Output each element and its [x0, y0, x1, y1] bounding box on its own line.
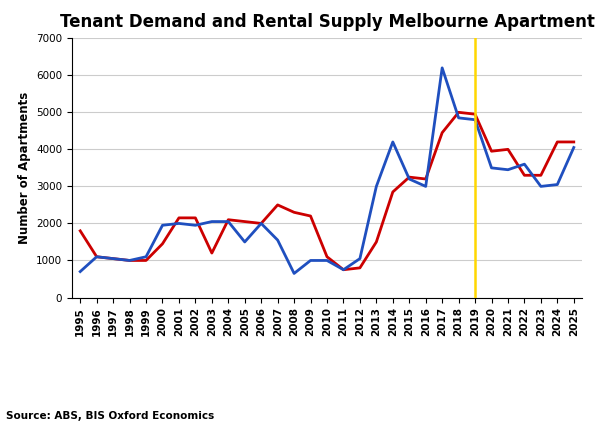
Demand [142, 258, 149, 263]
Supply [208, 219, 215, 224]
Supply [406, 176, 413, 181]
Supply [422, 184, 430, 189]
Supply [307, 258, 314, 263]
Demand [241, 219, 248, 224]
Supply [373, 184, 380, 189]
Demand [505, 147, 512, 152]
Supply [159, 223, 166, 228]
Demand [537, 173, 544, 178]
Supply [241, 239, 248, 244]
Demand [340, 267, 347, 272]
Line: Supply: Supply [80, 68, 574, 273]
Supply [224, 219, 232, 224]
Demand [356, 265, 364, 270]
Supply [439, 65, 446, 71]
Demand [439, 130, 446, 135]
Supply [192, 223, 199, 228]
Demand [307, 213, 314, 218]
Supply [110, 256, 117, 261]
Demand [175, 215, 182, 221]
Supply [290, 271, 298, 276]
Supply [570, 145, 577, 150]
Demand [77, 228, 84, 233]
Supply [455, 115, 462, 120]
Title: Tenant Demand and Rental Supply Melbourne Apartment: Tenant Demand and Rental Supply Melbourn… [59, 13, 595, 31]
Demand [274, 202, 281, 207]
Demand [554, 139, 561, 144]
Demand [323, 254, 331, 259]
Supply [323, 258, 331, 263]
Supply [488, 165, 495, 170]
Supply [537, 184, 544, 189]
Demand [488, 149, 495, 154]
Supply [142, 254, 149, 259]
Demand [472, 112, 479, 117]
Demand [93, 254, 100, 259]
Demand [208, 250, 215, 255]
Supply [521, 162, 528, 167]
Supply [505, 167, 512, 172]
Demand [455, 110, 462, 115]
Demand [224, 217, 232, 222]
Supply [472, 117, 479, 122]
Demand [290, 210, 298, 215]
Demand [373, 239, 380, 244]
Supply [93, 254, 100, 259]
Supply [554, 182, 561, 187]
Y-axis label: Number of Apartments: Number of Apartments [17, 92, 31, 244]
Demand [521, 173, 528, 178]
Supply [175, 221, 182, 226]
Supply [356, 256, 364, 261]
Supply [389, 139, 397, 144]
Demand [110, 256, 117, 261]
Supply [77, 269, 84, 274]
Demand [257, 221, 265, 226]
Demand [126, 258, 133, 263]
Demand [159, 241, 166, 246]
Demand [422, 176, 430, 181]
Demand [570, 139, 577, 144]
Demand [192, 215, 199, 221]
Line: Demand: Demand [80, 112, 574, 270]
Demand [389, 190, 397, 195]
Text: Source: ABS, BIS Oxford Economics: Source: ABS, BIS Oxford Economics [6, 411, 214, 421]
Supply [257, 221, 265, 226]
Supply [126, 258, 133, 263]
Supply [274, 238, 281, 243]
Supply [340, 267, 347, 272]
Demand [406, 175, 413, 180]
